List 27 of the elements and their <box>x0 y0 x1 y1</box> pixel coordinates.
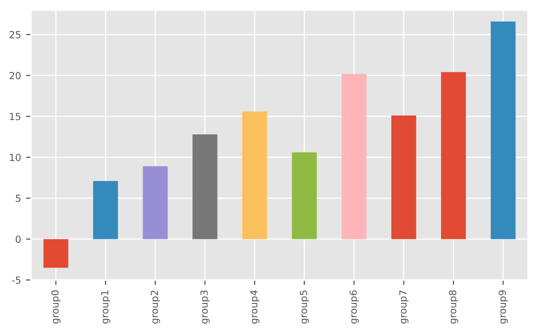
x-tick-label: group9 <box>498 290 508 324</box>
y-tick-label: -5 <box>12 276 20 284</box>
x-tick-label: group6 <box>350 290 359 324</box>
bar <box>342 74 366 240</box>
y-tick-label: 10 <box>10 154 21 162</box>
bar <box>93 181 118 240</box>
bar <box>192 134 218 240</box>
y-tick-label: 25 <box>10 31 20 38</box>
x-tick-label: group3 <box>200 290 210 324</box>
y-tick-label: 20 <box>10 72 21 80</box>
y-tick-label: 5 <box>16 194 20 202</box>
bar <box>142 166 168 240</box>
x-tick-label: group1 <box>101 290 110 324</box>
y-tick-label: 15 <box>10 112 20 120</box>
x-tick-label: group0 <box>51 290 61 324</box>
bar <box>43 239 68 268</box>
x-tick-label: group2 <box>150 290 160 324</box>
y-tick-label: 0 <box>16 236 21 243</box>
x-tick-label: group7 <box>399 290 408 324</box>
x-tick-label: group8 <box>448 290 458 324</box>
bar <box>441 72 466 240</box>
x-tick-label: group5 <box>300 290 310 324</box>
bar <box>490 21 516 240</box>
bar <box>242 111 268 240</box>
x-tick-label: group4 <box>250 290 260 324</box>
bar <box>391 116 416 240</box>
bar <box>292 152 317 240</box>
